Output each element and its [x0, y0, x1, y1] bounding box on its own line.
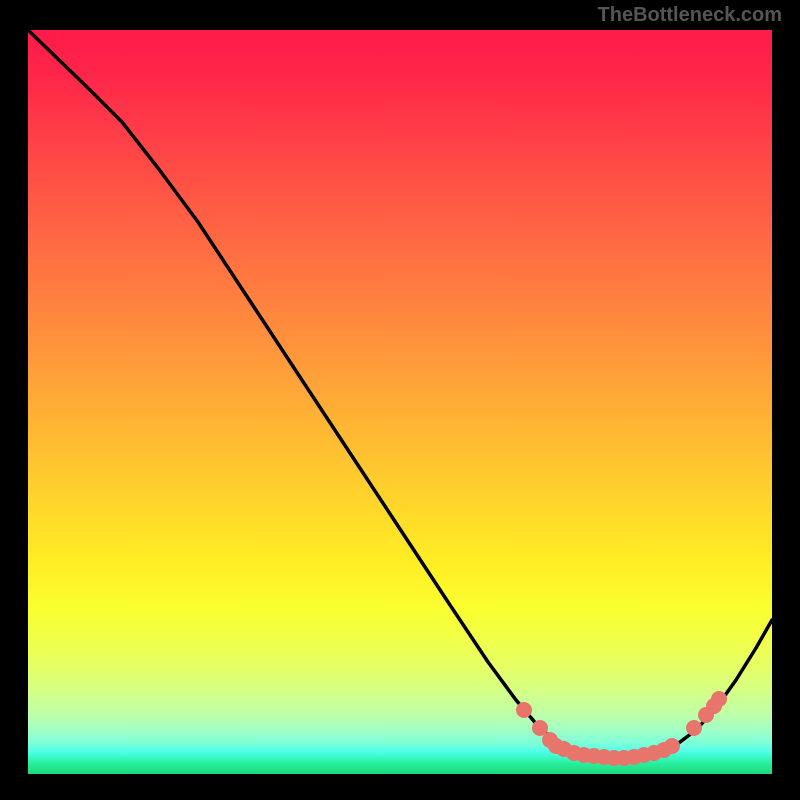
bottleneck-chart	[28, 30, 772, 774]
data-marker	[516, 702, 532, 718]
watermark-text: TheBottleneck.com	[598, 4, 782, 27]
data-marker	[686, 720, 702, 736]
data-marker	[664, 738, 680, 754]
data-marker	[711, 691, 727, 707]
chart-background	[28, 30, 772, 774]
chart-svg	[28, 30, 772, 774]
